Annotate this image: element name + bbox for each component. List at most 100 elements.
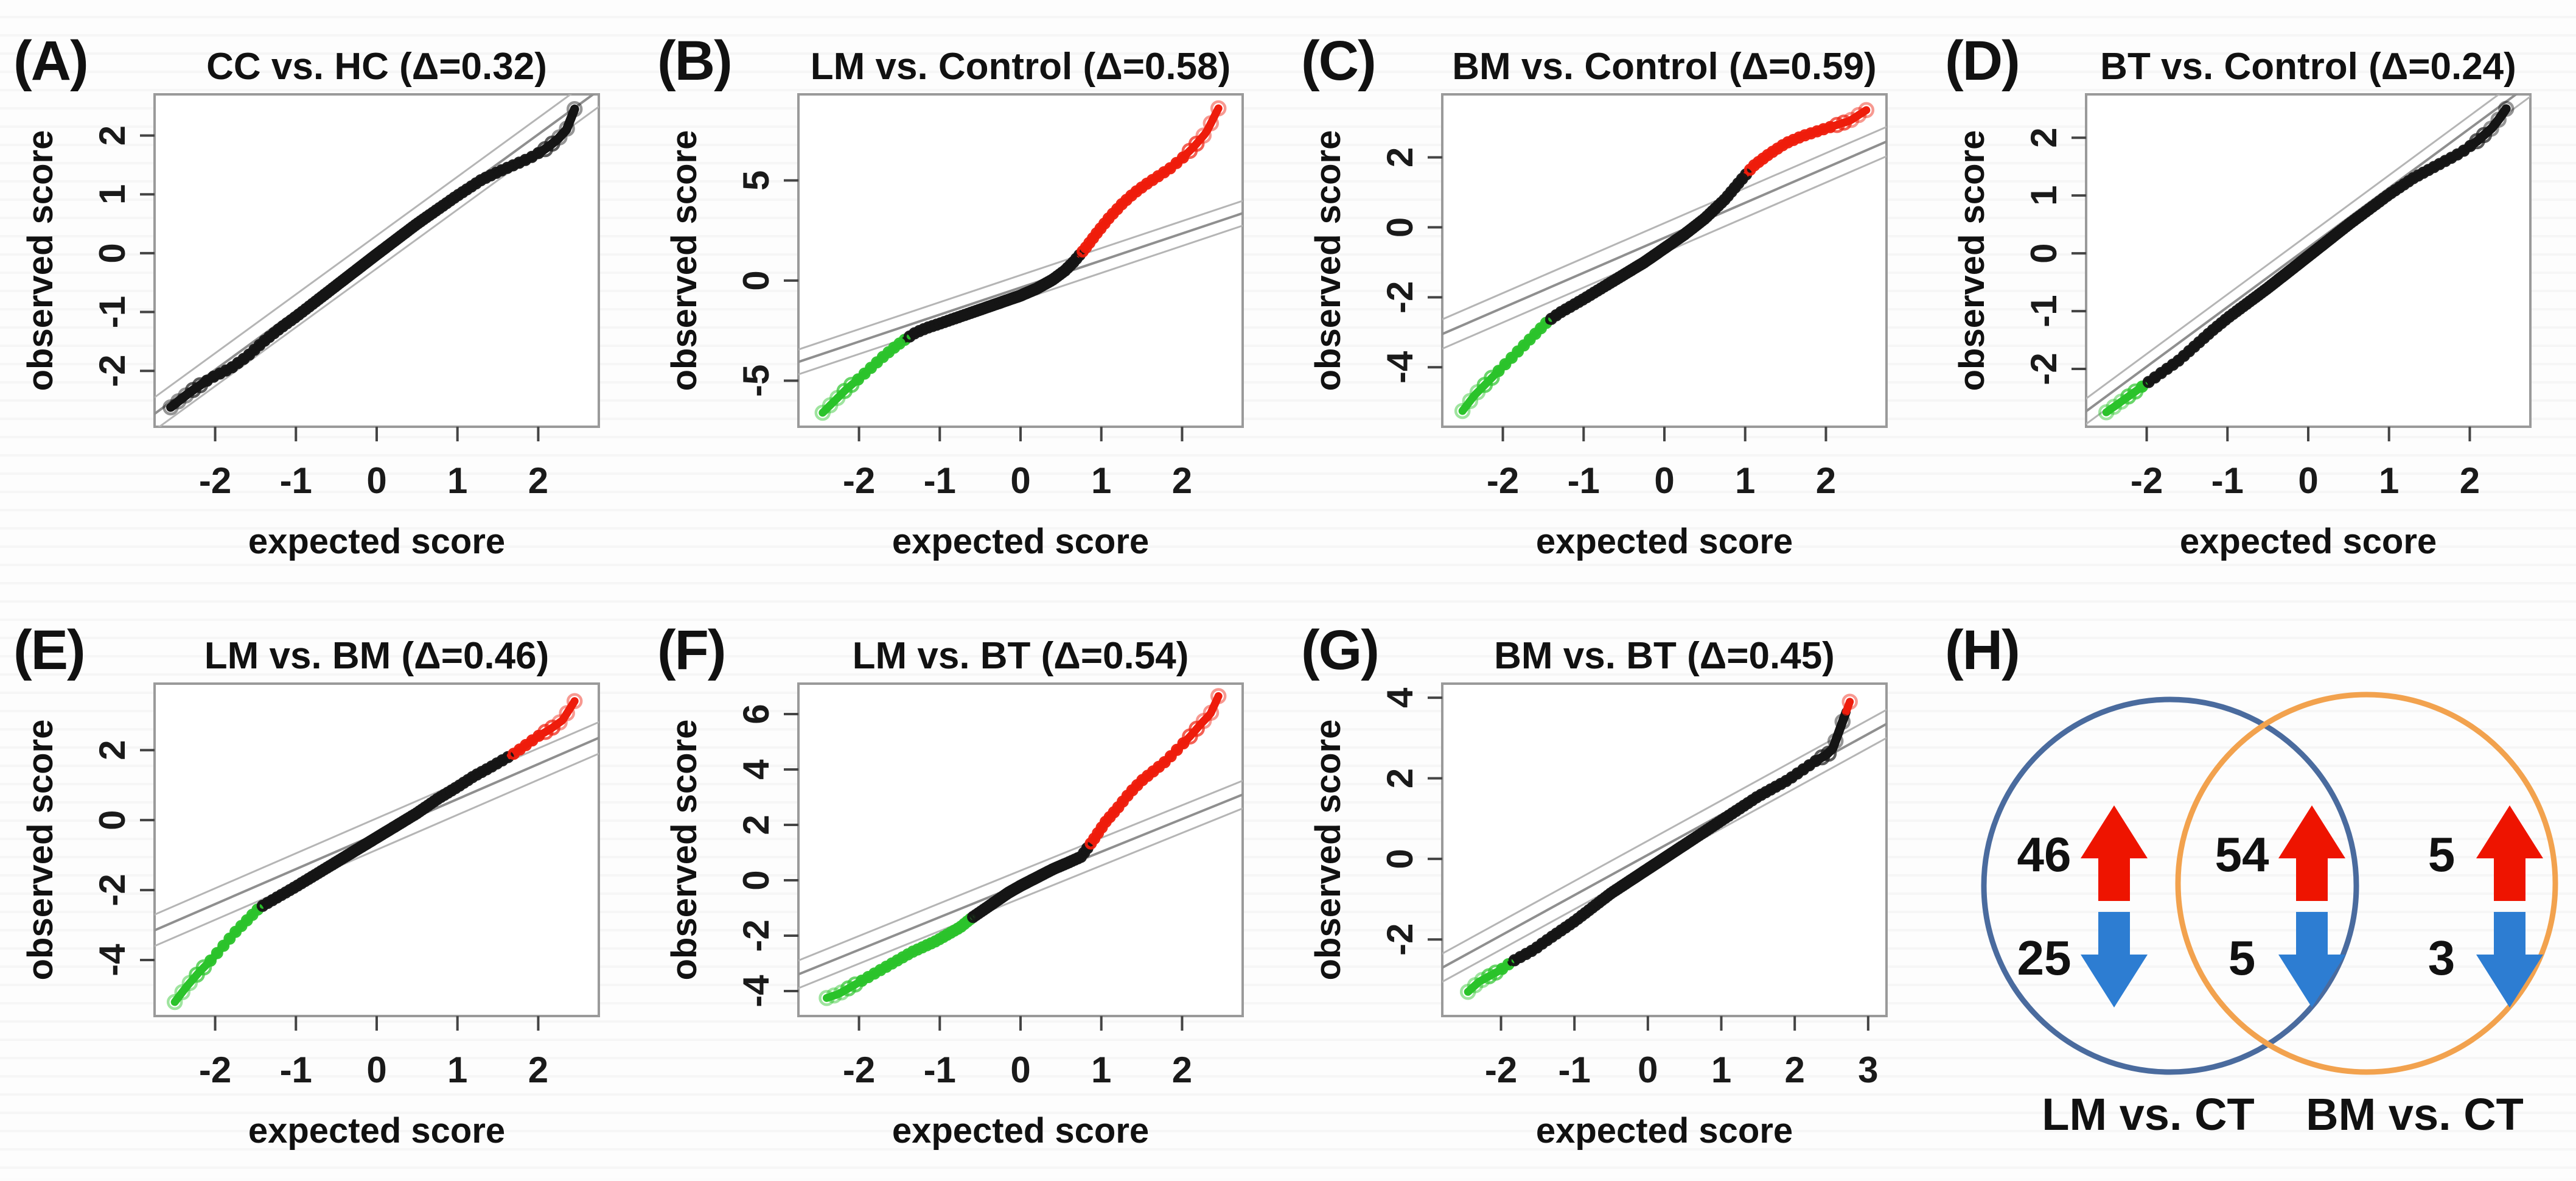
svg-text:0: 0 [736, 870, 777, 890]
svg-text:-5: -5 [736, 365, 777, 397]
svg-text:-2: -2 [843, 460, 875, 501]
qq-plot-area: -2 -1 0 1 2 3 -2 0 2 4 [1288, 589, 1932, 1178]
svg-text:-2: -2 [2131, 460, 2163, 501]
svg-text:2: 2 [1172, 460, 1192, 501]
svg-text:0: 0 [1638, 1050, 1658, 1090]
panel-letter: (A) [13, 30, 89, 92]
venn-set-label-left: LM vs. CT [2042, 1089, 2255, 1140]
panel-letter: (B) [657, 30, 733, 92]
svg-text:-2: -2 [736, 919, 777, 951]
y-axis-label: observed score [665, 719, 704, 981]
panel-letter: (C) [1301, 30, 1377, 92]
svg-text:-1: -1 [280, 460, 312, 501]
svg-text:-2: -2 [199, 1050, 231, 1090]
svg-text:1: 1 [1091, 1050, 1111, 1090]
panel-letter: (F) [657, 619, 726, 681]
svg-text:1: 1 [1735, 460, 1755, 501]
y-axis-label: observed score [1952, 130, 1992, 391]
svg-text:-2: -2 [92, 355, 133, 387]
svg-text:1: 1 [1091, 460, 1111, 501]
panel-c-bm-vs-control: (C) BM vs. Control (Δ=0.59) observed sco… [1288, 0, 1932, 589]
svg-text:3: 3 [2428, 931, 2456, 985]
panel-d-bt-vs-control: (D) BT vs. Control (Δ=0.24) observed sco… [1932, 0, 2575, 589]
svg-text:-2: -2 [1380, 923, 1420, 956]
svg-text:25: 25 [2017, 931, 2072, 985]
venn-diagram-area: 46 25 54 5 5 3 [1932, 589, 2575, 1178]
y-axis-label: observed score [1308, 719, 1348, 981]
panel-b-lm-vs-control: (B) LM vs. Control (Δ=0.58) observed sco… [644, 0, 1288, 589]
panel-title: CC vs. HC (Δ=0.32) [206, 46, 547, 88]
y-axis-label: observed score [21, 130, 60, 391]
svg-text:3: 3 [1858, 1050, 1878, 1090]
svg-text:1: 1 [92, 184, 133, 205]
svg-text:-1: -1 [2023, 295, 2064, 327]
panel-letter: (E) [13, 619, 86, 681]
svg-text:46: 46 [2017, 827, 2072, 881]
svg-text:2: 2 [92, 125, 133, 145]
qq-plot-area: -2 -1 0 1 2 -2 -1 0 1 2 [0, 0, 644, 589]
svg-text:-4: -4 [736, 975, 777, 1008]
svg-text:-4: -4 [92, 944, 133, 976]
svg-text:6: 6 [736, 704, 777, 724]
svg-text:5: 5 [2229, 931, 2256, 985]
svg-text:1: 1 [2023, 185, 2064, 205]
svg-text:2: 2 [528, 460, 548, 501]
svg-text:2: 2 [92, 740, 133, 760]
panel-f-lm-vs-bt: (F) LM vs. BT (Δ=0.54) observed score ex… [644, 589, 1288, 1178]
svg-text:1: 1 [447, 460, 467, 501]
svg-text:2: 2 [736, 815, 777, 835]
panel-h-venn-diagram: (H) 46 25 54 5 5 3 LM vs. CT BM vs. CT [1932, 589, 2575, 1178]
svg-text:-1: -1 [924, 460, 956, 501]
svg-text:0: 0 [366, 460, 386, 501]
svg-text:0: 0 [92, 243, 133, 263]
svg-text:-1: -1 [924, 1050, 956, 1090]
svg-text:0: 0 [92, 810, 133, 830]
x-axis-label: expected score [2179, 522, 2437, 561]
svg-text:-2: -2 [1487, 460, 1519, 501]
svg-text:1: 1 [2379, 460, 2399, 501]
svg-text:-1: -1 [1568, 460, 1600, 501]
svg-text:2: 2 [1784, 1050, 1804, 1090]
svg-text:5: 5 [736, 170, 777, 191]
panel-title: BT vs. Control (Δ=0.24) [2100, 46, 2516, 88]
panel-letter: (H) [1945, 619, 2020, 681]
y-axis-label: observed score [665, 130, 704, 391]
x-axis-label: expected score [248, 522, 506, 561]
panel-a-cc-vs-hc: (A) CC vs. HC (Δ=0.32) observed score ex… [0, 0, 644, 589]
svg-text:-1: -1 [280, 1050, 312, 1090]
svg-text:0: 0 [1380, 217, 1420, 237]
svg-text:0: 0 [1010, 1050, 1030, 1090]
panel-letter: (G) [1301, 619, 1380, 681]
svg-text:-2: -2 [1380, 281, 1420, 314]
x-axis-label: expected score [1535, 1111, 1793, 1151]
svg-text:2: 2 [1380, 768, 1420, 788]
svg-text:-2: -2 [2023, 352, 2064, 385]
svg-text:2: 2 [1172, 1050, 1192, 1090]
svg-text:0: 0 [366, 1050, 386, 1090]
qq-plot-area: -2 -1 0 1 2 -2 -1 0 1 2 [1932, 0, 2575, 589]
svg-text:0: 0 [1654, 460, 1674, 501]
x-axis-label: expected score [892, 1111, 1150, 1151]
panel-letter: (D) [1945, 30, 2020, 92]
x-axis-label: expected score [248, 1111, 506, 1151]
svg-text:2: 2 [2023, 128, 2064, 148]
svg-text:0: 0 [736, 270, 777, 290]
panel-e-lm-vs-bm: (E) LM vs. BM (Δ=0.46) observed score ex… [0, 589, 644, 1178]
y-axis-label: observed score [21, 719, 60, 981]
svg-text:2: 2 [2460, 460, 2480, 501]
svg-text:0: 0 [2298, 460, 2318, 501]
svg-text:-1: -1 [2211, 460, 2244, 501]
svg-text:2: 2 [1380, 147, 1420, 167]
panel-title: LM vs. BM (Δ=0.46) [204, 635, 550, 677]
svg-text:2: 2 [1816, 460, 1836, 501]
panel-title: LM vs. BT (Δ=0.54) [852, 635, 1189, 677]
svg-text:4: 4 [736, 759, 777, 780]
venn-set-label-right: BM vs. CT [2306, 1089, 2524, 1140]
svg-text:-2: -2 [92, 874, 133, 906]
svg-text:-4: -4 [1380, 351, 1420, 384]
panel-title: BM vs. BT (Δ=0.45) [1494, 635, 1835, 677]
svg-text:1: 1 [1711, 1050, 1731, 1090]
svg-text:2: 2 [528, 1050, 548, 1090]
svg-text:-2: -2 [843, 1050, 875, 1090]
